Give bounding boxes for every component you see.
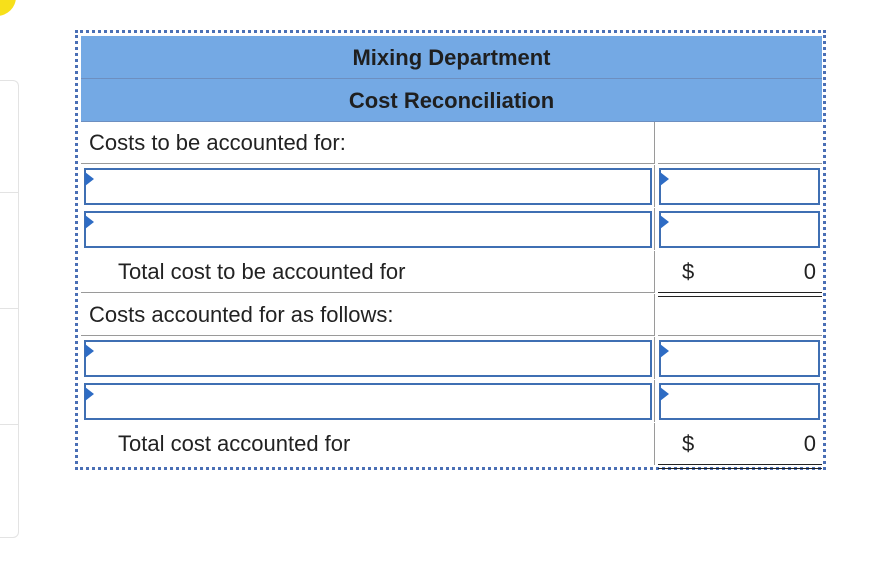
input-row [81,380,822,423]
input-row [81,337,822,380]
corner-badge [0,0,16,16]
cost-label-dropdown[interactable] [84,340,652,377]
section-label: Costs accounted for as follows: [81,294,655,336]
total-label: Total cost to be accounted for [81,251,655,293]
department-title: Mixing Department [81,36,822,79]
cost-label-dropdown[interactable] [84,168,652,205]
dropdown-marker-icon [85,387,94,401]
dropdown-marker-icon [660,172,669,186]
cost-label-dropdown[interactable] [84,211,652,248]
side-panel-card[interactable] [0,192,19,309]
dropdown-marker-icon [660,344,669,358]
total-row-accounted: Total cost accounted for $ 0 [81,423,822,469]
dropdown-marker-icon [85,215,94,229]
dropdown-marker-icon [660,215,669,229]
side-panel-card[interactable] [0,424,19,538]
side-panel-card[interactable] [0,308,19,425]
total-amount: 0 [803,431,816,456]
cost-amount-input[interactable] [659,168,820,205]
double-underline [658,292,822,297]
currency-symbol: $ [682,259,695,284]
total-label: Total cost accounted for [81,423,655,465]
side-panel-card[interactable] [0,80,19,193]
section-label: Costs to be accounted for: [81,122,655,164]
input-row [81,165,822,208]
input-row [81,208,822,251]
double-underline [658,464,822,469]
dropdown-marker-icon [85,172,94,186]
report-title: Cost Reconciliation [81,79,822,122]
empty-value-cell [658,122,822,164]
label-cell [81,337,655,379]
currency-symbol: $ [682,431,695,456]
dropdown-marker-icon [660,387,669,401]
cost-amount-input[interactable] [659,211,820,248]
cost-amount-input[interactable] [659,340,820,377]
total-value-cell: $ 0 [658,423,822,469]
total-value-cell: $ 0 [658,251,822,297]
label-cell [81,165,655,207]
cost-label-dropdown[interactable] [84,383,652,420]
cost-amount-input[interactable] [659,383,820,420]
label-cell [81,208,655,250]
cost-reconciliation-worksheet: Mixing Department Cost Reconciliation Co… [75,30,826,470]
empty-value-cell [658,294,822,336]
total-row-to-be-accounted: Total cost to be accounted for $ 0 [81,251,822,297]
section-row-costs-accounted: Costs accounted for as follows: [81,294,822,337]
section-row-costs-to-be-accounted: Costs to be accounted for: [81,122,822,165]
total-amount: 0 [803,259,816,284]
label-cell [81,380,655,422]
dropdown-marker-icon [85,344,94,358]
